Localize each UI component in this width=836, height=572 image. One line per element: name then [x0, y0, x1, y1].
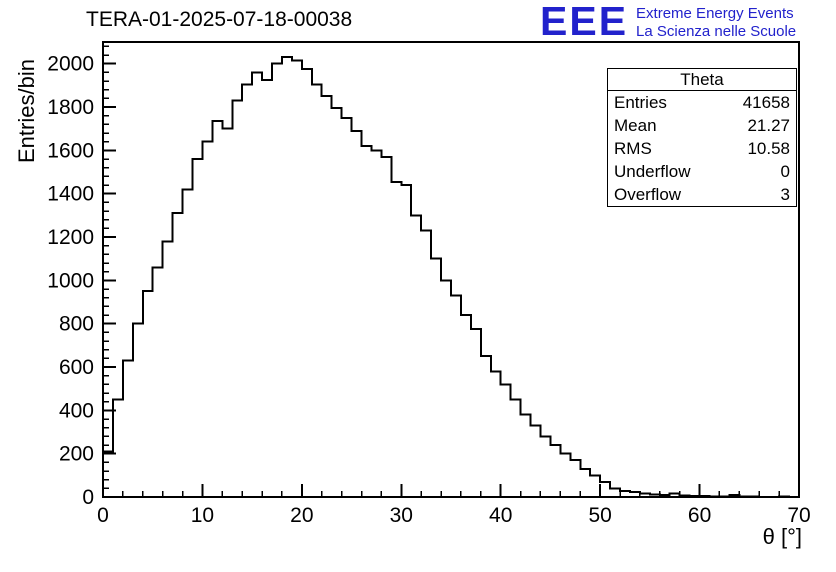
y-tick-label: 400 [59, 399, 94, 422]
stats-row-rms: RMS 10.58 [608, 137, 796, 160]
stats-value: 0 [780, 162, 790, 181]
x-tick-label: 40 [489, 504, 512, 527]
y-tick-label: 0 [82, 486, 94, 509]
x-axis-title: θ [°] [762, 524, 802, 549]
y-axis-title: Entries/bin [14, 59, 39, 163]
y-tick-label: 1800 [47, 96, 94, 119]
stats-label: Mean [614, 116, 657, 135]
y-tick-label: 1200 [47, 226, 94, 249]
stats-row-entries: Entries 41658 [608, 91, 796, 114]
x-tick-label: 60 [688, 504, 711, 527]
plot-frame [102, 41, 800, 498]
x-tick-label: 0 [97, 504, 109, 527]
eee-logo-acronym: EEE [540, 0, 629, 44]
stats-value: 21.27 [747, 116, 790, 135]
stats-row-underflow: Underflow 0 [608, 160, 796, 183]
x-tick-label: 70 [787, 504, 810, 527]
eee-logo-text: Extreme Energy Events La Scienza nelle S… [636, 2, 796, 41]
stats-label: RMS [614, 139, 652, 158]
stats-box-title: Theta [608, 69, 796, 91]
stats-label: Overflow [614, 185, 682, 204]
histogram-outline [102, 56, 800, 498]
y-tick-label: 800 [59, 313, 94, 336]
stats-box: Theta Entries 41658 Mean 21.27 RMS 10.58… [607, 68, 797, 207]
eee-logo-line2: La Scienza nelle Scuole [636, 23, 797, 40]
stats-label: Underflow [614, 162, 691, 181]
x-tick-label: 20 [290, 504, 313, 527]
stats-value: 41658 [742, 93, 790, 112]
y-tick-label: 1000 [47, 269, 94, 292]
stats-value: 10.58 [747, 139, 790, 158]
y-tick-label: 600 [59, 356, 94, 379]
x-tick-label: 30 [390, 504, 413, 527]
x-tick-label: 10 [191, 504, 214, 527]
y-tick-label: 1600 [47, 139, 94, 162]
x-tick-label: 50 [588, 504, 611, 527]
eee-logo-line1: Extreme Energy Events [636, 5, 794, 22]
page-title: TERA-01-2025-07-18-00038 [86, 8, 353, 31]
stats-value: 3 [780, 185, 790, 204]
y-tick-label: 200 [59, 443, 94, 466]
y-tick-label: 1400 [47, 183, 94, 206]
stats-row-mean: Mean 21.27 [608, 114, 796, 137]
y-tick-label: 2000 [47, 53, 94, 76]
stats-row-overflow: Overflow 3 [608, 183, 796, 206]
stats-label: Entries [614, 93, 667, 112]
eee-logo: EEE Extreme Energy Events La Scienza nel… [540, 0, 796, 44]
